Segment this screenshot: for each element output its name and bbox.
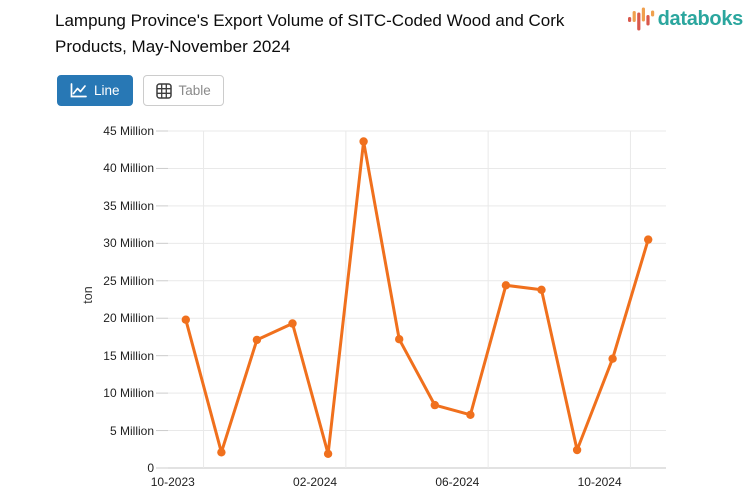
databoks-wordmark: databoks [657, 7, 744, 30]
y-tick-label: 0 [147, 461, 154, 475]
table-view-button[interactable]: Table [142, 75, 224, 106]
view-toggle: Line Table [57, 75, 224, 106]
data-point[interactable] [181, 315, 190, 324]
y-tick-label: 15 Million [103, 348, 154, 363]
y-tick-label: 10 Million [103, 386, 154, 401]
data-point[interactable] [217, 448, 226, 457]
data-point[interactable] [644, 235, 653, 244]
x-tick-label: 10-2024 [577, 475, 622, 489]
line-chart-icon [70, 83, 87, 98]
data-point[interactable] [252, 335, 262, 345]
data-point[interactable] [323, 449, 333, 458]
data-point[interactable] [537, 285, 546, 294]
data-point[interactable] [501, 281, 511, 290]
data-point[interactable] [572, 445, 582, 455]
table-icon [155, 82, 172, 99]
line-view-label: Line [94, 83, 120, 98]
y-tick-label: 30 Million [103, 236, 154, 251]
series-line [184, 140, 650, 456]
y-tick-label: 40 Million [103, 161, 154, 176]
databoks-logo[interactable]: databoks [627, 7, 744, 31]
databoks-logo-icon [627, 7, 655, 31]
chart-title: Lampung Province's Export Volume of SITC… [55, 11, 565, 56]
data-point[interactable] [288, 319, 297, 328]
data-point[interactable] [359, 137, 368, 146]
x-tick-label: 06-2024 [435, 475, 480, 489]
y-tick-label: 45 Million [103, 124, 154, 138]
data-point[interactable] [395, 335, 404, 344]
y-tick-label: 20 Million [103, 311, 154, 326]
y-tick-label: 35 Million [103, 198, 154, 213]
y-tick-label: 25 Million [103, 273, 154, 288]
x-tick-label: 10-2023 [150, 475, 195, 489]
x-tick-label: 02-2024 [293, 475, 338, 489]
data-point[interactable] [466, 410, 475, 419]
data-point[interactable] [608, 354, 617, 363]
table-view-label: Table [178, 83, 211, 98]
data-point[interactable] [430, 400, 439, 410]
y-tick-label: 5 Million [109, 423, 154, 438]
line-view-button[interactable]: Line [57, 75, 133, 106]
